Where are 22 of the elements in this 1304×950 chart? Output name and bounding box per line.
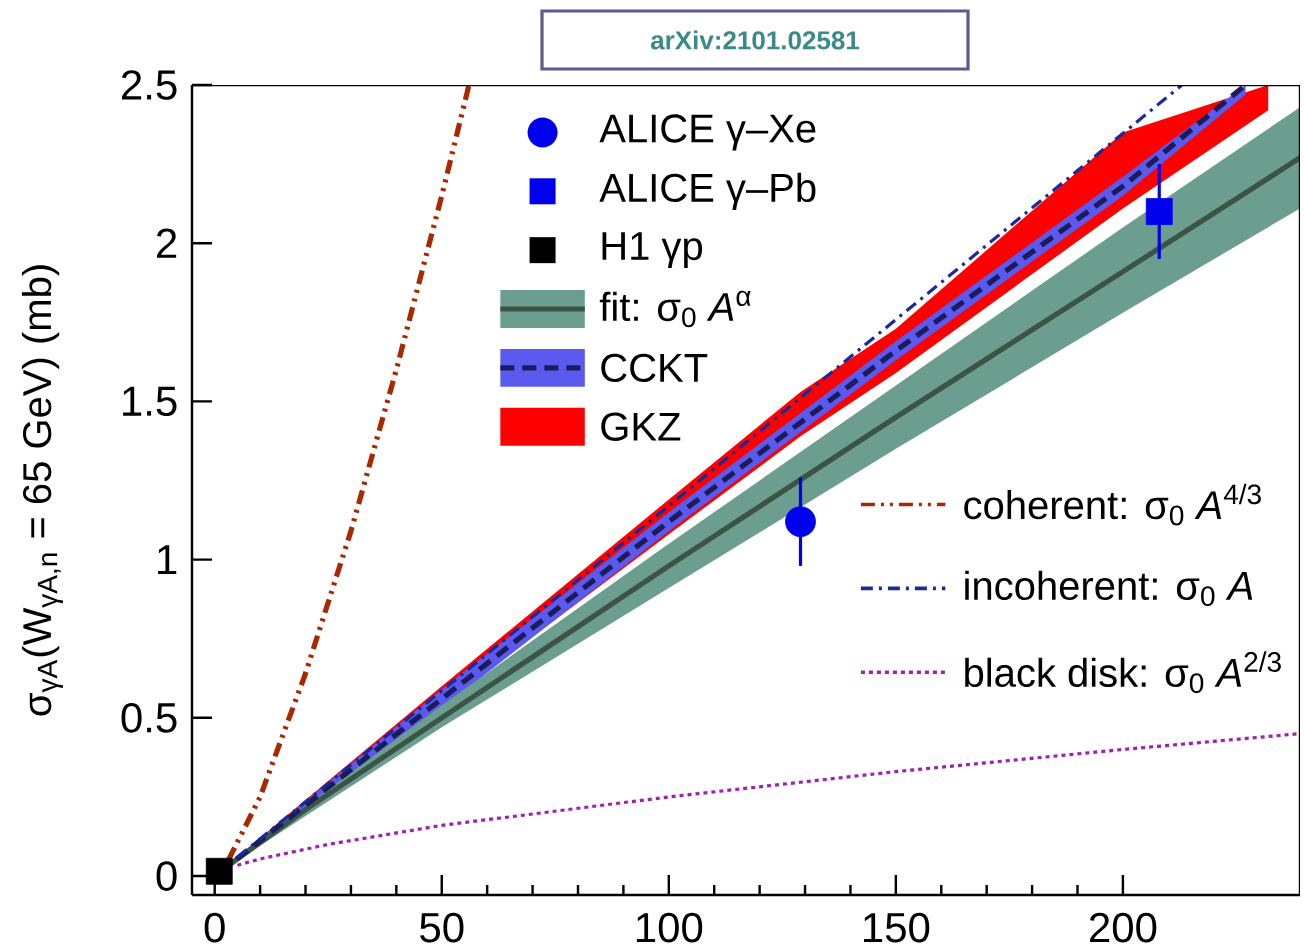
legend-label: ALICE γ–Pb	[599, 172, 816, 210]
x-tick-label: 100	[636, 912, 703, 943]
y-axis-title: σ$_{γA}$(W$_{γA,n}$ = 65 GeV) (mb)	[21, 265, 63, 716]
y-tick-label: 2.5	[122, 70, 177, 100]
x-tick-label: 150	[864, 912, 930, 943]
legend-label: CCKT	[601, 353, 708, 383]
legend-label: H1 γp	[602, 232, 703, 269]
legend-label: GKZ	[601, 412, 681, 441]
y-tick-label: 1	[158, 545, 177, 575]
legend-label: fit: σ$_{0}$ A$^{α}$	[599, 290, 751, 328]
legend-label: incoherent: σ$_{0}$ A	[965, 570, 1253, 607]
y-tick-label: 2	[157, 228, 177, 258]
x-tick-label: 0	[204, 912, 225, 943]
y-tick-label: 0	[156, 861, 177, 891]
x-tick-label: 200	[1090, 912, 1157, 943]
chart-title: arXiv:2101.02581	[650, 30, 860, 50]
legend-label: coherent: σ$_{0}$ A$^{4/3}$	[964, 483, 1261, 526]
y-tick-label: 0.5	[121, 702, 177, 733]
y-tick-label: 1.5	[123, 386, 177, 417]
x-tick-label: 50	[420, 912, 464, 943]
legend-label: black disk: σ$_{0}$ A$^{2/3}$	[965, 651, 1281, 694]
legend-label: ALICE γ–Xe	[599, 114, 816, 151]
